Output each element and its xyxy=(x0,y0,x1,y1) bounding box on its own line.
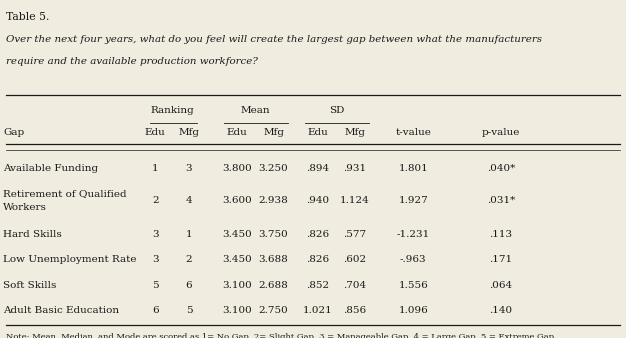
Text: Edu: Edu xyxy=(145,128,166,138)
Text: Gap: Gap xyxy=(3,128,24,138)
Text: 5: 5 xyxy=(152,281,158,290)
Text: .040*: .040* xyxy=(486,164,515,173)
Text: Ranking: Ranking xyxy=(150,106,194,116)
Text: .113: .113 xyxy=(490,230,512,239)
Text: .140: .140 xyxy=(490,306,512,315)
Text: .826: .826 xyxy=(307,230,329,239)
Text: Hard Skills: Hard Skills xyxy=(3,230,62,239)
Text: 3.450: 3.450 xyxy=(222,230,252,239)
Text: 6: 6 xyxy=(152,306,158,315)
Text: 1.096: 1.096 xyxy=(398,306,428,315)
Text: 3.750: 3.750 xyxy=(259,230,289,239)
Text: .931: .931 xyxy=(344,164,366,173)
Text: .826: .826 xyxy=(307,255,329,264)
Text: .171: .171 xyxy=(490,255,512,264)
Text: 2: 2 xyxy=(152,196,158,205)
Text: 6: 6 xyxy=(186,281,192,290)
Text: Mfg: Mfg xyxy=(263,128,284,138)
Text: 3.100: 3.100 xyxy=(222,306,252,315)
Text: 4: 4 xyxy=(186,196,192,205)
Text: 2.688: 2.688 xyxy=(259,281,289,290)
Text: Over the next four years, what do you feel will create the largest gap between w: Over the next four years, what do you fe… xyxy=(6,35,542,45)
Text: Retirement of Qualified: Retirement of Qualified xyxy=(3,189,126,198)
Text: t-value: t-value xyxy=(395,128,431,138)
Text: Workers: Workers xyxy=(3,203,47,212)
Text: 2: 2 xyxy=(186,255,192,264)
Text: 3.100: 3.100 xyxy=(222,281,252,290)
Text: 1.927: 1.927 xyxy=(398,196,428,205)
Text: .856: .856 xyxy=(344,306,366,315)
Text: 1.124: 1.124 xyxy=(340,196,370,205)
Text: -.963: -.963 xyxy=(400,255,426,264)
Text: Adult Basic Education: Adult Basic Education xyxy=(3,306,120,315)
Text: 3.250: 3.250 xyxy=(259,164,289,173)
Text: Edu: Edu xyxy=(307,128,329,138)
Text: Mean: Mean xyxy=(240,106,270,116)
Text: Mfg: Mfg xyxy=(178,128,200,138)
Text: .704: .704 xyxy=(344,281,366,290)
Text: 3.450: 3.450 xyxy=(222,255,252,264)
Text: Low Unemployment Rate: Low Unemployment Rate xyxy=(3,255,136,264)
Text: SD: SD xyxy=(329,106,344,116)
Text: 3.600: 3.600 xyxy=(222,196,252,205)
Text: 3.800: 3.800 xyxy=(222,164,252,173)
Text: 1.021: 1.021 xyxy=(303,306,333,315)
Text: 5: 5 xyxy=(186,306,192,315)
Text: 3: 3 xyxy=(152,230,158,239)
Text: 1: 1 xyxy=(186,230,192,239)
Text: .064: .064 xyxy=(490,281,512,290)
Text: p-value: p-value xyxy=(481,128,520,138)
Text: .577: .577 xyxy=(344,230,366,239)
Text: 1.801: 1.801 xyxy=(398,164,428,173)
Text: Soft Skills: Soft Skills xyxy=(3,281,56,290)
Text: Mfg: Mfg xyxy=(344,128,366,138)
Text: 2.750: 2.750 xyxy=(259,306,289,315)
Text: .894: .894 xyxy=(307,164,329,173)
Text: Available Funding: Available Funding xyxy=(3,164,98,173)
Text: 3: 3 xyxy=(186,164,192,173)
Text: Edu: Edu xyxy=(226,128,247,138)
Text: .031*: .031* xyxy=(486,196,515,205)
Text: 1.556: 1.556 xyxy=(398,281,428,290)
Text: Table 5.: Table 5. xyxy=(6,12,49,22)
Text: .602: .602 xyxy=(344,255,366,264)
Text: Note: Mean, Median, and Mode are scored as 1= No Gap, 2= Slight Gap, 3 = Managea: Note: Mean, Median, and Mode are scored … xyxy=(6,333,554,338)
Text: 1: 1 xyxy=(152,164,158,173)
Text: -1.231: -1.231 xyxy=(396,230,430,239)
Text: .940: .940 xyxy=(307,196,329,205)
Text: 3.688: 3.688 xyxy=(259,255,289,264)
Text: 2.938: 2.938 xyxy=(259,196,289,205)
Text: require and the available production workforce?: require and the available production wor… xyxy=(6,57,258,67)
Text: 3: 3 xyxy=(152,255,158,264)
Text: .852: .852 xyxy=(307,281,329,290)
